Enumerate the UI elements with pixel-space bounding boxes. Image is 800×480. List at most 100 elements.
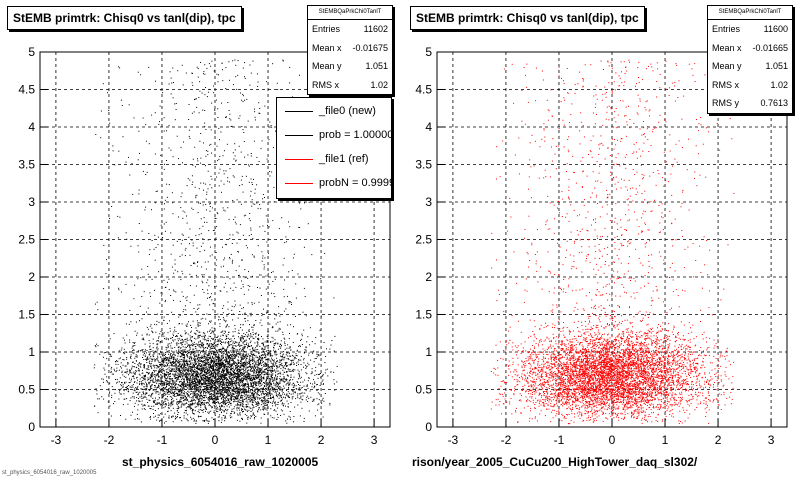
scatter-point	[136, 388, 137, 390]
scatter-point	[263, 266, 265, 268]
scatter-point	[202, 242, 204, 244]
scatter-point	[262, 342, 264, 344]
scatter-point	[193, 348, 195, 350]
scatter-point	[196, 384, 198, 385]
scatter-point	[249, 386, 251, 387]
scatter-point	[204, 351, 206, 353]
scatter-point	[242, 386, 244, 388]
scatter-point	[209, 349, 211, 351]
scatter-point	[211, 178, 213, 180]
scatter-point	[140, 380, 142, 382]
scatter-point	[318, 363, 320, 365]
scatter-point	[156, 320, 158, 322]
scatter-point	[197, 358, 199, 360]
scatter-point	[238, 383, 240, 385]
scatter-point	[285, 364, 287, 366]
scatter-point	[222, 401, 224, 402]
scatter-point	[187, 356, 189, 358]
scatter-point	[235, 349, 237, 351]
scatter-point	[162, 380, 164, 382]
scatter-point	[95, 388, 97, 390]
scatter-point	[228, 376, 230, 378]
scatter-point	[213, 372, 215, 374]
scatter-point	[189, 348, 191, 350]
scatter-point	[240, 388, 242, 390]
scatter-point	[196, 397, 198, 399]
scatter-point	[264, 397, 266, 399]
scatter-point	[143, 339, 145, 341]
scatter-point	[276, 394, 278, 396]
scatter-point	[231, 383, 233, 385]
scatter-point	[289, 411, 291, 412]
scatter-point	[183, 417, 185, 419]
scatter-point	[181, 402, 183, 404]
scatter-point	[229, 386, 231, 388]
scatter-point	[266, 372, 268, 374]
scatter-point	[253, 364, 255, 366]
scatter-point	[111, 394, 113, 396]
scatter-point	[161, 389, 162, 390]
scatter-point	[186, 380, 188, 382]
scatter-point	[259, 369, 261, 371]
scatter-point	[185, 297, 187, 299]
scatter-point	[202, 390, 204, 392]
scatter-point	[207, 297, 208, 299]
scatter-point	[167, 360, 169, 362]
scatter-points	[93, 59, 338, 424]
scatter-point	[158, 336, 160, 338]
scatter-point	[175, 291, 177, 293]
scatter-point	[180, 335, 182, 337]
scatter-point	[192, 370, 194, 372]
scatter-point	[110, 354, 112, 356]
scatter-point	[259, 363, 261, 365]
scatter-point	[205, 410, 206, 412]
scatter-point	[262, 361, 264, 363]
scatter-point	[259, 397, 261, 399]
scatter-point	[234, 363, 235, 365]
scatter-point	[208, 399, 210, 401]
scatter-point	[232, 348, 234, 350]
scatter-point	[135, 372, 136, 374]
scatter-point	[167, 381, 169, 383]
scatter-point	[142, 337, 144, 339]
scatter-point	[260, 377, 262, 379]
scatter-point	[272, 373, 274, 375]
scatter-point	[162, 403, 164, 405]
scatter-point	[197, 262, 198, 263]
scatter-point	[168, 391, 170, 393]
scatter-point	[254, 111, 256, 113]
scatter-point	[156, 324, 158, 326]
scatter-point	[247, 382, 249, 384]
scatter-point	[213, 412, 215, 414]
scatter-point	[205, 165, 206, 167]
scatter-point	[194, 419, 195, 421]
scatter-point	[265, 405, 267, 406]
scatter-point	[252, 331, 254, 333]
scatter-point	[262, 354, 264, 356]
scatter-point	[205, 368, 207, 370]
scatter-point	[192, 209, 194, 210]
scatter-point	[221, 405, 223, 407]
scatter-point	[240, 382, 241, 384]
scatter-point	[319, 373, 320, 375]
scatter-point	[243, 365, 245, 367]
scatter-point	[240, 151, 242, 153]
scatter-point	[150, 363, 152, 365]
scatter-point	[228, 364, 230, 366]
scatter-point	[291, 398, 293, 400]
scatter-point	[207, 279, 209, 281]
scatter-point	[171, 355, 173, 357]
scatter-point	[308, 397, 310, 399]
scatter-point	[144, 314, 145, 315]
scatter-point	[185, 374, 187, 376]
scatter-point	[218, 371, 220, 373]
scatter-point	[225, 357, 226, 359]
scatter-point	[214, 391, 216, 393]
scatter-point	[219, 364, 221, 366]
scatter-point	[195, 383, 197, 385]
scatter-point	[258, 402, 260, 404]
scatter-point	[219, 349, 221, 350]
scatter-point	[178, 361, 180, 363]
scatter-point	[329, 404, 331, 406]
scatter-point	[252, 399, 254, 401]
